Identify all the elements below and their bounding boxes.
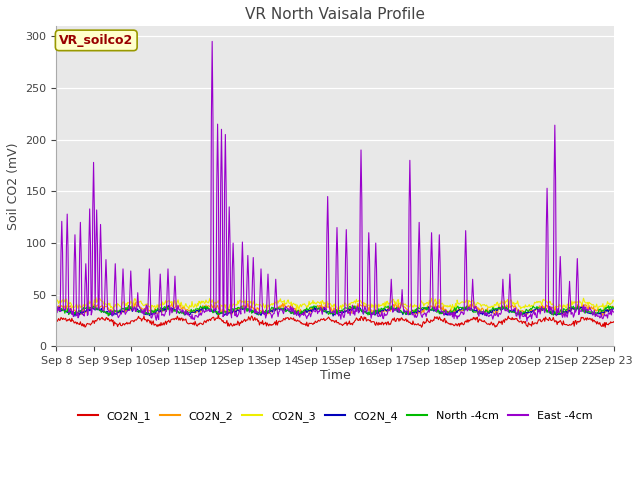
- North -4cm: [604, 303, 612, 309]
- Line: East -4cm: East -4cm: [56, 41, 614, 321]
- Legend: CO2N_1, CO2N_2, CO2N_3, CO2N_4, North -4cm, East -4cm: CO2N_1, CO2N_2, CO2N_3, CO2N_4, North -4…: [73, 407, 597, 426]
- CO2N_2: [63, 307, 70, 312]
- Line: North -4cm: North -4cm: [56, 306, 614, 316]
- Line: CO2N_3: CO2N_3: [56, 298, 614, 310]
- North -4cm: [121, 307, 129, 313]
- CO2N_1: [63, 318, 70, 324]
- CO2N_1: [52, 318, 60, 324]
- CO2N_2: [394, 300, 402, 306]
- Y-axis label: Soil CO2 (mV): Soil CO2 (mV): [7, 143, 20, 230]
- North -4cm: [404, 310, 412, 315]
- CO2N_1: [206, 316, 214, 322]
- X-axis label: Time: Time: [319, 369, 351, 382]
- CO2N_3: [63, 296, 70, 302]
- CO2N_2: [262, 312, 270, 318]
- Line: CO2N_1: CO2N_1: [56, 314, 614, 327]
- CO2N_1: [120, 321, 127, 327]
- CO2N_2: [120, 309, 127, 315]
- CO2N_4: [121, 308, 129, 313]
- CO2N_1: [177, 317, 184, 323]
- North -4cm: [177, 310, 185, 315]
- North -4cm: [207, 307, 214, 313]
- Text: VR_soilco2: VR_soilco2: [59, 34, 133, 47]
- CO2N_2: [177, 301, 184, 307]
- North -4cm: [420, 306, 428, 312]
- CO2N_4: [207, 308, 215, 314]
- CO2N_3: [121, 302, 129, 308]
- CO2N_4: [71, 313, 79, 319]
- CO2N_4: [52, 307, 60, 313]
- East -4cm: [209, 38, 216, 44]
- North -4cm: [104, 313, 112, 319]
- CO2N_2: [206, 304, 214, 310]
- North -4cm: [52, 307, 60, 313]
- CO2N_2: [420, 306, 428, 312]
- CO2N_3: [178, 303, 186, 309]
- CO2N_2: [52, 304, 60, 310]
- CO2N_1: [420, 319, 428, 324]
- CO2N_3: [147, 307, 155, 313]
- East -4cm: [63, 244, 70, 250]
- East -4cm: [610, 309, 618, 315]
- CO2N_3: [92, 295, 100, 300]
- East -4cm: [404, 309, 412, 315]
- East -4cm: [177, 307, 184, 312]
- East -4cm: [420, 312, 428, 317]
- CO2N_1: [404, 317, 412, 323]
- East -4cm: [523, 318, 531, 324]
- CO2N_3: [420, 301, 428, 307]
- CO2N_4: [178, 310, 186, 315]
- Line: CO2N_2: CO2N_2: [56, 303, 614, 315]
- CO2N_2: [610, 304, 618, 310]
- North -4cm: [63, 309, 70, 314]
- East -4cm: [52, 310, 60, 316]
- Line: CO2N_4: CO2N_4: [56, 306, 614, 316]
- CO2N_3: [52, 298, 60, 304]
- CO2N_4: [610, 306, 618, 312]
- CO2N_4: [420, 305, 428, 311]
- CO2N_1: [214, 312, 222, 317]
- East -4cm: [120, 286, 127, 291]
- CO2N_3: [207, 299, 215, 305]
- Title: VR North Vaisala Profile: VR North Vaisala Profile: [245, 7, 425, 22]
- CO2N_2: [404, 309, 412, 314]
- CO2N_3: [404, 303, 412, 309]
- CO2N_1: [610, 319, 618, 324]
- CO2N_1: [602, 324, 609, 330]
- CO2N_4: [63, 309, 70, 314]
- East -4cm: [206, 309, 214, 314]
- CO2N_4: [404, 310, 412, 316]
- North -4cm: [610, 305, 618, 311]
- CO2N_4: [165, 303, 173, 309]
- CO2N_3: [610, 298, 618, 304]
